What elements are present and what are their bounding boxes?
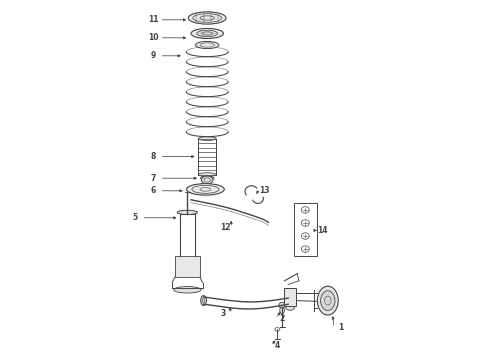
Text: 10: 10 <box>148 33 158 42</box>
Text: 5: 5 <box>133 213 138 222</box>
Text: 11: 11 <box>148 15 158 24</box>
Bar <box>294 203 317 256</box>
Ellipse shape <box>286 304 294 310</box>
Ellipse shape <box>187 184 224 195</box>
Ellipse shape <box>196 41 219 49</box>
Ellipse shape <box>197 30 218 37</box>
Text: 14: 14 <box>317 226 327 235</box>
Ellipse shape <box>198 173 216 176</box>
Bar <box>284 288 296 306</box>
Ellipse shape <box>318 286 338 315</box>
Ellipse shape <box>201 296 206 306</box>
Ellipse shape <box>286 297 291 306</box>
Text: 4: 4 <box>275 341 280 350</box>
Text: 6: 6 <box>150 186 156 195</box>
Ellipse shape <box>177 210 197 215</box>
Ellipse shape <box>191 28 223 39</box>
Text: 9: 9 <box>150 51 156 60</box>
Ellipse shape <box>198 137 216 140</box>
Text: 3: 3 <box>221 310 226 319</box>
Ellipse shape <box>188 12 226 24</box>
Ellipse shape <box>320 291 335 310</box>
Ellipse shape <box>279 302 285 308</box>
Text: 1: 1 <box>338 323 343 332</box>
Ellipse shape <box>174 287 201 293</box>
Text: 13: 13 <box>260 186 270 195</box>
Text: 2: 2 <box>279 314 285 323</box>
Ellipse shape <box>280 307 284 314</box>
Ellipse shape <box>201 176 213 184</box>
Text: 7: 7 <box>150 174 156 183</box>
Text: 12: 12 <box>220 223 230 232</box>
Text: 8: 8 <box>150 152 156 161</box>
Bar <box>175 256 200 277</box>
